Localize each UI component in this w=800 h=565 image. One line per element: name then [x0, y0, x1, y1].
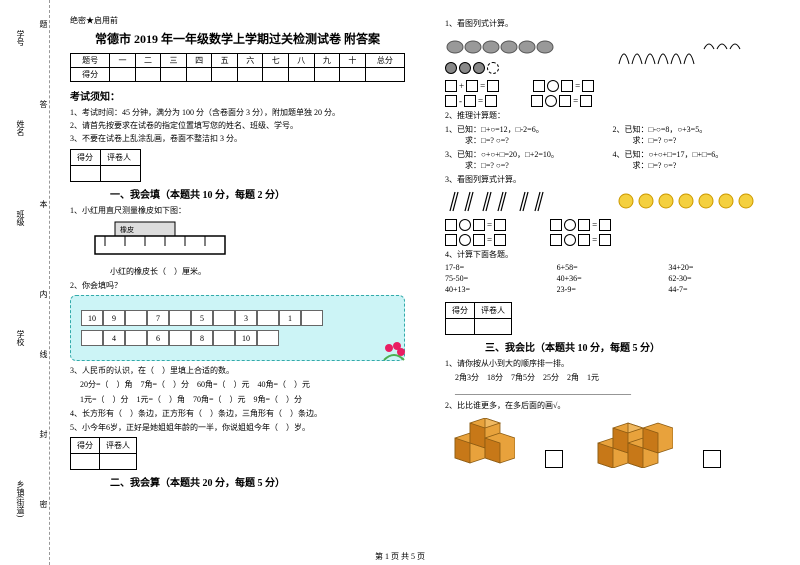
- pen-chick-row: [445, 189, 780, 216]
- grade-table: 得分评卷人: [70, 437, 137, 470]
- s3-q1: 1、请你按从小到大的顺序排一排。: [445, 358, 780, 369]
- s2-q2: 2、推理计算题：: [445, 110, 780, 121]
- s2-q3: 3、看图列算式计算。: [445, 174, 780, 185]
- th: 一: [110, 54, 136, 68]
- page-footer: 第 1 页 共 5 页: [0, 551, 800, 562]
- calc-row: 75-50=40+36=62-30=: [445, 274, 780, 283]
- bind-mark: 线: [38, 350, 49, 358]
- q3-text: 3、人民币的认识，在（ ）里填上合适的数。: [70, 365, 405, 376]
- bind-mark: 封: [38, 430, 49, 438]
- notice-item: 1、考试时间：45 分钟，满分为 100 分（含卷面分 3 分），附加题单独 2…: [70, 107, 405, 118]
- th: 八: [289, 54, 315, 68]
- equation-row: += =: [445, 80, 780, 92]
- q2-text: 2、你会填吗？: [70, 280, 405, 291]
- score-table: 题号 一 二 三 四 五 六 七 八 九 十 总分 得分: [70, 53, 405, 82]
- q3-line: 20分=（ ）角 7角=（ ）分 60角=（ ）元 40角=（ ）元: [80, 379, 405, 390]
- s2-q4: 4、计算下面各题。: [445, 249, 780, 260]
- secret-label: 绝密★启用前: [70, 15, 405, 26]
- row-label: 得分: [71, 68, 110, 82]
- bind-mark: 题: [38, 20, 49, 28]
- bird-icons: [614, 34, 744, 74]
- th: 四: [186, 54, 212, 68]
- exam-title: 常德市 2019 年一年级数学上学期过关检测试卷 附答案: [70, 30, 405, 47]
- bind-mark: 密: [38, 500, 49, 508]
- right-column: 1、看图列式计算。: [425, 0, 800, 565]
- s2-q1: 1、看图列式计算。: [445, 18, 780, 29]
- s3-q1-items: 2角3分 18分 7角5分 25分 2角 1元: [455, 372, 780, 383]
- q3-line: 1元=（ ）分 1元=（ ）角 70角=（ ）元 9角=（ ）分: [80, 394, 405, 405]
- notice-item: 2、请首先按要求在试卷的指定位置填写您的姓名、班级、学号。: [70, 120, 405, 131]
- q5-text: 5、小今年6岁，正好是她姐姐年龄的一半，你说姐姐今年（ ）岁。: [70, 422, 405, 433]
- s3-q1-line: ________________________________________…: [455, 386, 780, 397]
- th: 题号: [71, 54, 110, 68]
- circle-icon: [487, 62, 499, 74]
- left-column: 绝密★启用前 常德市 2019 年一年级数学上学期过关检测试卷 附答案 题号 一…: [50, 0, 425, 565]
- fill-box: 10 9 7 5 3 1 4 6 8 10: [70, 295, 405, 361]
- th: 五: [212, 54, 238, 68]
- q1-text: 1、小红用直尺测量橡皮如下图：: [70, 205, 405, 216]
- bind-mark: 答: [38, 100, 49, 108]
- section1-title: 一、我会填（本题共 10 分，每题 2 分）: [110, 186, 405, 201]
- circle-icon: [473, 62, 485, 74]
- cake-icons: [445, 32, 565, 57]
- bind-label: 姓名: [15, 120, 26, 136]
- equation-row: = =: [445, 219, 780, 231]
- th: 二: [135, 54, 161, 68]
- svg-text:橡皮: 橡皮: [120, 225, 134, 234]
- th: 九: [314, 54, 340, 68]
- s3-q2: 2、比比谁更多，在多后面的画√。: [445, 400, 780, 411]
- chick-icons: [614, 191, 754, 211]
- bind-label: 班级: [15, 210, 26, 226]
- bind-mark: 内: [38, 290, 49, 298]
- checkbox: [545, 450, 563, 468]
- num-row-1: 10 9 7 5 3 1: [81, 310, 394, 326]
- section2-title: 二、我会算（本题共 20 分，每题 5 分）: [110, 474, 405, 489]
- notice-item: 3、不要在试卷上乱涂乱画，卷面不整洁扣 3 分。: [70, 133, 405, 144]
- figure-row: [445, 32, 780, 77]
- bind-label: 学号: [15, 30, 26, 46]
- th: 六: [237, 54, 263, 68]
- calc-row: 40+13=23-9=44-7=: [445, 285, 780, 294]
- num-row-2: 4 6 8 10: [81, 330, 394, 346]
- bind-label: 乡镇(街道): [15, 480, 26, 517]
- binding-margin: 学号 姓名 班级 学校 乡镇(街道) 题 答 本 内 线 封 密: [0, 0, 50, 565]
- th: 总分: [365, 54, 404, 68]
- bind-mark: 本: [38, 200, 49, 208]
- q1-caption: 小红的橡皮长（ ）厘米。: [110, 266, 405, 277]
- reasoning-row: 1、已知：□+○=12，□-2=6。求：□=? ○=? 2、已知：□-○=8，○…: [445, 124, 780, 146]
- calc-row: 17-8=6+58=34+20=: [445, 263, 780, 272]
- th: 七: [263, 54, 289, 68]
- equation-row: = =: [445, 234, 780, 246]
- cube-group-1: [445, 418, 515, 468]
- equation-row: -= =: [445, 95, 780, 107]
- th: 三: [161, 54, 187, 68]
- circle-icon: [459, 62, 471, 74]
- reasoning-row: 3、已知：○+○+□=20，□+2=10。求：□=? ○=? 4、已知：○+○+…: [445, 149, 780, 171]
- bind-label: 学校: [15, 330, 26, 346]
- notice-title: 考试须知：: [70, 88, 405, 103]
- th: 十: [340, 54, 366, 68]
- circle-icon: [445, 62, 457, 74]
- cube-group-2: [593, 418, 673, 468]
- section3-title: 三、我会比（本题共 10 分，每题 5 分）: [485, 339, 780, 354]
- grade-table: 得分评卷人: [445, 302, 512, 335]
- ruler-figure: 橡皮: [90, 220, 385, 262]
- pen-icons: [445, 189, 555, 214]
- q4-text: 4、长方形有（ ）条边，正方形有（ ）条边，三角形有（ ）条边。: [70, 408, 405, 419]
- grade-table: 得分评卷人: [70, 149, 141, 182]
- checkbox: [703, 450, 721, 468]
- compare-row: [445, 418, 780, 468]
- flower-icon: [379, 340, 409, 365]
